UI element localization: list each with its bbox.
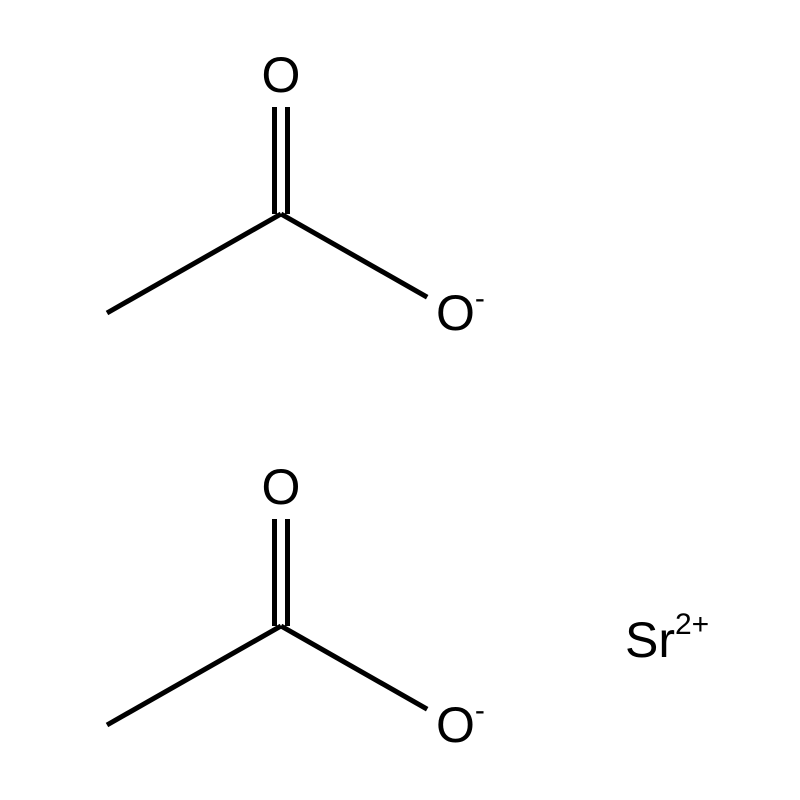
strontium-cation: Sr2+ <box>625 608 709 669</box>
acetate-bottom: O O- <box>107 459 485 753</box>
single-bond <box>281 626 427 709</box>
acetate-top: O O- <box>107 47 485 341</box>
single-bond <box>107 214 281 313</box>
atom-label: O <box>262 47 301 103</box>
single-bond <box>107 626 281 725</box>
atom-label: O- <box>436 282 485 342</box>
atom-label: O <box>262 459 301 515</box>
atom-label: O- <box>436 694 485 754</box>
chemical-structure-diagram: O O- O O- Sr2+ <box>0 0 800 800</box>
single-bond <box>281 214 427 297</box>
